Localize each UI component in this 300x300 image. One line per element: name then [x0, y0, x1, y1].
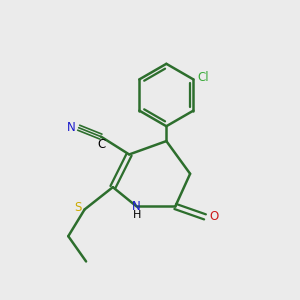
Text: N: N	[67, 121, 76, 134]
Text: N: N	[132, 200, 141, 213]
Text: C: C	[98, 138, 106, 152]
Text: H: H	[132, 210, 141, 220]
Text: O: O	[209, 210, 218, 224]
Text: S: S	[74, 202, 82, 214]
Text: Cl: Cl	[197, 71, 208, 84]
